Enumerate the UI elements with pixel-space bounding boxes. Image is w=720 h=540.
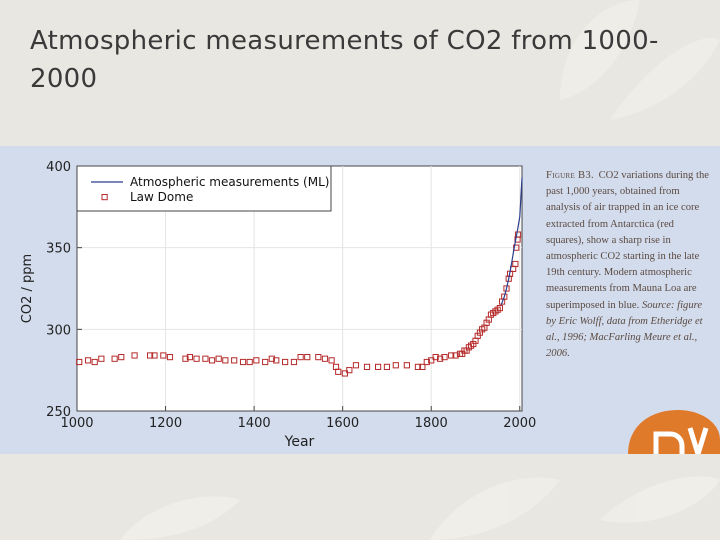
law-dome-point: [297, 354, 304, 361]
law-dome-point: [231, 357, 238, 364]
law-dome-point: [441, 354, 448, 361]
law-dome-point: [501, 293, 508, 300]
law-dome-point: [239, 358, 247, 366]
law-dome-point: [419, 363, 426, 371]
orange-logo-icon: [628, 410, 720, 454]
law-dome-point: [151, 352, 158, 359]
law-dome-point: [246, 358, 253, 366]
law-dome-point: [374, 363, 382, 371]
law-dome-point: [428, 357, 435, 364]
caption-source: Source: figure by Eric Wolff, data from …: [546, 299, 703, 360]
law-dome-point: [514, 231, 522, 238]
y-tick-label: 300: [46, 323, 71, 338]
law-dome-point: [98, 355, 105, 362]
law-dome-point: [160, 352, 167, 359]
law-dome-point: [448, 352, 455, 359]
co2-chart: 1000 1200 1400 1600 1800 2000 250 300 350 400 Year…: [20, 160, 536, 450]
law-dome-point: [403, 362, 410, 369]
series-layer: [76, 177, 523, 377]
law-dome-point: [496, 305, 503, 312]
law-dome-point: [436, 355, 444, 362]
law-dome-point: [315, 354, 322, 361]
y-axis-label: CO2 / ppm: [20, 254, 35, 323]
law-dome-point: [253, 357, 260, 364]
law-dome-point: [268, 355, 275, 362]
law-dome-point: [304, 354, 311, 361]
law-dome-point: [423, 358, 430, 366]
law-dome-point: [321, 355, 329, 362]
law-dome-point: [186, 354, 194, 361]
law-dome-point: [282, 358, 289, 366]
law-dome-point: [84, 357, 92, 364]
law-dome-point: [208, 357, 216, 364]
x-tick-label: 1200: [149, 416, 182, 431]
figure-caption: Figure B3. CO2 variations during the pas…: [546, 168, 714, 362]
axes: 1000 1200 1400 1600 1800 2000 250 300 350 400 Year…: [20, 160, 536, 450]
law-dome-point: [352, 362, 360, 369]
law-dome-point: [414, 363, 422, 371]
law-dome-point: [118, 354, 125, 361]
x-tick-label: 2000: [503, 416, 536, 431]
law-dome-point: [182, 355, 189, 362]
law-dome-point: [512, 260, 519, 268]
legend-box: [76, 165, 332, 212]
law-dome-point: [76, 358, 83, 366]
law-dome-point: [166, 354, 174, 361]
y-tick-label: 250: [46, 405, 71, 420]
law-dome-point: [432, 354, 439, 361]
law-dome-point: [363, 363, 371, 371]
law-dome-point: [222, 357, 229, 364]
y-tick-label: 350: [46, 242, 71, 257]
law-dome-point: [290, 358, 298, 366]
x-tick-label: 1000: [60, 416, 93, 431]
x-tick-label: 1800: [415, 416, 448, 431]
legend-label-law-dome: Law Dome: [130, 190, 193, 204]
legend: Atmospheric measurements (ML)Law Dome: [76, 165, 332, 212]
law-dome-point: [193, 355, 200, 362]
law-dome-point: [202, 355, 209, 362]
law-dome-point: [341, 370, 348, 377]
law-dome-point: [111, 355, 118, 362]
law-dome-point: [146, 352, 154, 359]
x-tick-label: 1400: [238, 416, 271, 431]
mauna-loa-line: [500, 177, 523, 306]
law-dome-point: [346, 367, 353, 374]
law-dome-point: [328, 357, 335, 364]
caption-label: Figure B3.: [546, 170, 594, 181]
law-dome-point: [452, 352, 459, 359]
x-tick-label: 1600: [326, 416, 359, 431]
caption-body: CO2 variations during the past 1,000 yea…: [546, 170, 709, 311]
law-dome-point: [215, 355, 222, 362]
law-dome-point: [91, 358, 98, 366]
legend-square-swatch: [101, 194, 108, 201]
y-tick-label: 400: [46, 160, 71, 175]
law-dome-point: [392, 362, 399, 369]
law-dome-point: [335, 368, 342, 375]
x-axis-label: Year: [284, 434, 315, 450]
law-dome-point: [131, 352, 138, 359]
law-dome-point: [383, 363, 391, 371]
legend-label-ml: Atmospheric measurements (ML): [130, 175, 329, 189]
law-dome-point: [262, 358, 269, 366]
slide-title: Atmospheric measurements of CO2 from 100…: [30, 26, 659, 94]
law-dome-point: [273, 357, 280, 364]
